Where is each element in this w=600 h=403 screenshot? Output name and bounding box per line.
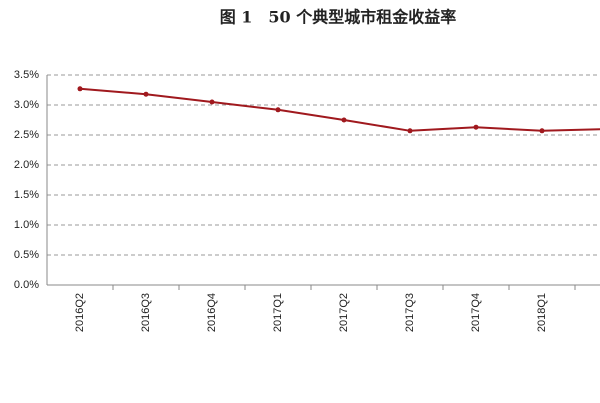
point: [77, 86, 83, 92]
point: [143, 91, 149, 97]
y-tick-label: 2.5%: [14, 129, 39, 141]
x-tick-label: 2017Q1: [272, 293, 284, 332]
x-tick-label: 2018Q1: [536, 293, 548, 332]
y-tick-label: 1.5%: [14, 189, 39, 201]
chart-title: 图 1 50 个典型城市租金收益率: [220, 8, 457, 27]
y-tick-label: 3.5%: [14, 69, 39, 81]
series-line: [79, 87, 600, 132]
x-tick-label: 2017Q2: [338, 293, 350, 332]
point: [341, 117, 347, 123]
point: [209, 99, 215, 105]
y-tick-label: 2.0%: [14, 159, 39, 171]
y-tick-label: 0.5%: [14, 249, 39, 261]
x-tick-label: 2017Q3: [404, 293, 416, 332]
y-tick-label: 1.0%: [14, 219, 39, 231]
x-tick-label: 2016Q3: [140, 293, 152, 332]
point: [539, 128, 545, 134]
y-tick-label: 3.0%: [14, 99, 39, 111]
point: [473, 124, 479, 130]
x-tick-label: 2016Q4: [206, 293, 218, 332]
x-tick-label: 2017Q4: [470, 293, 482, 332]
point: [275, 107, 281, 113]
y-tick-label: 0.0%: [14, 279, 39, 291]
x-tick-label: 2016Q2: [74, 293, 86, 332]
point: [407, 128, 413, 134]
